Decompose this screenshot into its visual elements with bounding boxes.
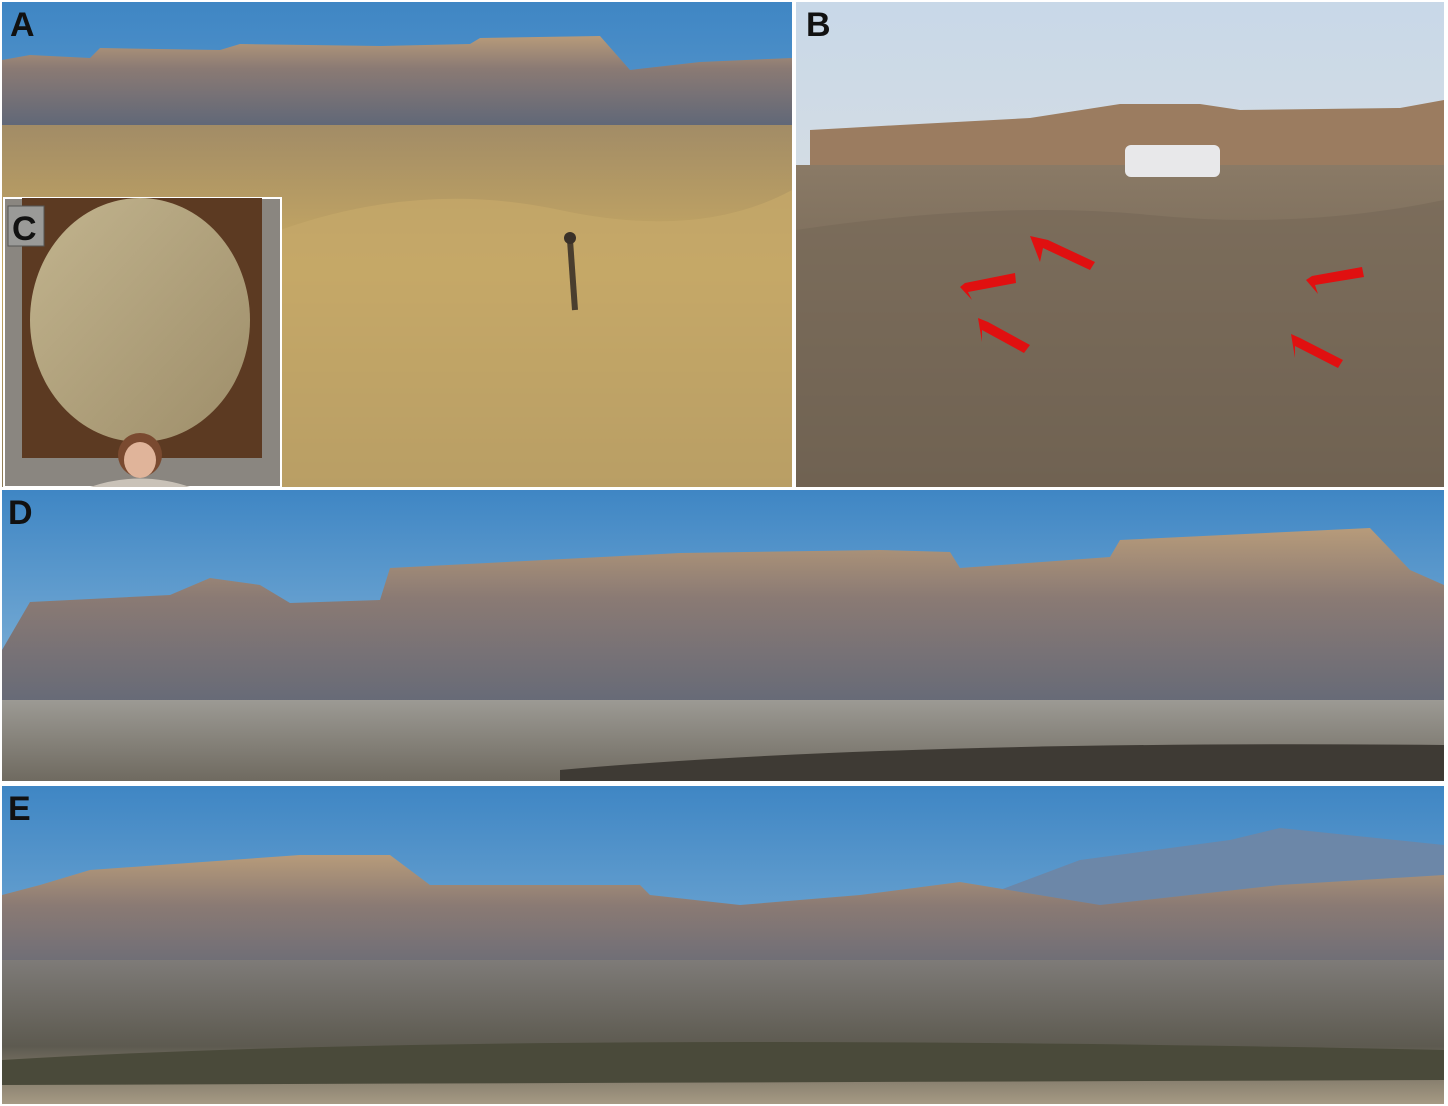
panel-c [3,197,282,488]
panel-label: E [8,790,31,828]
panel-e [2,786,1444,1104]
panel-label: C [12,210,37,248]
panel-b [796,2,1444,487]
panel-d [2,490,1444,781]
panel-label: B [806,6,831,44]
panel-label: A [10,6,35,44]
panel-label: D [8,494,33,532]
